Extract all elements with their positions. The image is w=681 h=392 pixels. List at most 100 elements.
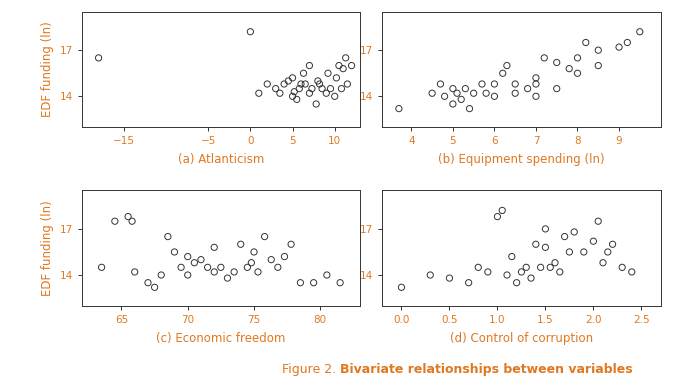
Point [394, 105, 405, 112]
Point [564, 249, 575, 255]
Point [222, 275, 233, 281]
Point [522, 85, 533, 92]
Point [294, 85, 304, 92]
Point [304, 90, 315, 96]
Point [142, 279, 153, 286]
Point [298, 70, 309, 76]
Point [346, 62, 357, 69]
Point [215, 264, 226, 270]
Point [317, 85, 328, 92]
Point [209, 269, 220, 275]
Point [469, 90, 479, 96]
Point [274, 90, 285, 96]
Point [510, 90, 521, 96]
Text: Bivariate relationships between variables: Bivariate relationships between variable… [340, 363, 633, 376]
Point [306, 85, 317, 92]
Point [593, 62, 604, 69]
Point [530, 81, 541, 87]
Point [501, 62, 512, 69]
Point [127, 218, 138, 224]
Point [311, 101, 321, 107]
Point [578, 249, 589, 255]
Point [564, 65, 575, 72]
Point [510, 81, 521, 87]
X-axis label: (c) Economic freedom: (c) Economic freedom [156, 332, 285, 345]
Point [334, 62, 345, 69]
Point [552, 85, 563, 92]
Point [526, 275, 537, 281]
Point [313, 78, 323, 84]
Point [507, 254, 518, 260]
Point [435, 81, 446, 87]
Point [502, 272, 513, 278]
Point [304, 62, 315, 69]
Point [489, 81, 500, 87]
Point [635, 29, 646, 35]
Point [477, 81, 488, 87]
Point [607, 241, 618, 247]
Point [473, 264, 484, 270]
Point [323, 70, 334, 76]
Point [511, 279, 522, 286]
Point [295, 279, 306, 286]
Point [123, 214, 133, 220]
Point [296, 81, 306, 87]
Point [300, 81, 311, 87]
Point [195, 256, 206, 263]
Point [270, 85, 281, 92]
Point [96, 264, 107, 270]
Point [321, 90, 332, 96]
Text: Figure 2.: Figure 2. [283, 363, 340, 376]
Point [463, 279, 474, 286]
Point [279, 81, 289, 87]
Point [156, 272, 167, 278]
Point [330, 93, 340, 100]
Point [447, 85, 458, 92]
Point [447, 101, 458, 107]
Point [452, 90, 462, 96]
Point [279, 254, 290, 260]
Point [189, 260, 200, 266]
X-axis label: (a) Atlanticism: (a) Atlanticism [178, 153, 264, 166]
Point [588, 238, 599, 244]
Point [242, 264, 253, 270]
Y-axis label: EDF funding (ln): EDF funding (ln) [41, 22, 54, 117]
Point [602, 249, 613, 255]
Point [554, 269, 565, 275]
Point [325, 85, 336, 92]
Point [622, 39, 633, 45]
Point [334, 279, 345, 286]
Point [482, 269, 493, 275]
Y-axis label: EDF funding (ln): EDF funding (ln) [41, 200, 54, 296]
Point [266, 256, 276, 263]
Point [246, 260, 257, 266]
Point [530, 93, 541, 100]
Point [497, 70, 508, 76]
Point [272, 264, 283, 270]
Point [321, 272, 332, 278]
Point [129, 269, 140, 275]
X-axis label: (d) Control of corruption: (d) Control of corruption [450, 332, 593, 345]
Point [289, 89, 300, 95]
Point [535, 264, 546, 270]
Point [580, 39, 591, 45]
Point [593, 47, 604, 53]
Point [559, 234, 570, 240]
Point [229, 269, 240, 275]
Point [489, 93, 500, 100]
Point [492, 214, 503, 220]
Point [262, 81, 272, 87]
Point [516, 269, 527, 275]
Point [149, 284, 160, 290]
Point [287, 93, 298, 100]
Point [93, 55, 104, 61]
Point [530, 75, 541, 81]
Point [253, 90, 264, 96]
Point [202, 264, 213, 270]
Point [456, 96, 466, 103]
Point [444, 275, 455, 281]
Point [283, 78, 294, 84]
Point [627, 269, 637, 275]
Point [342, 81, 353, 87]
Point [314, 81, 325, 87]
